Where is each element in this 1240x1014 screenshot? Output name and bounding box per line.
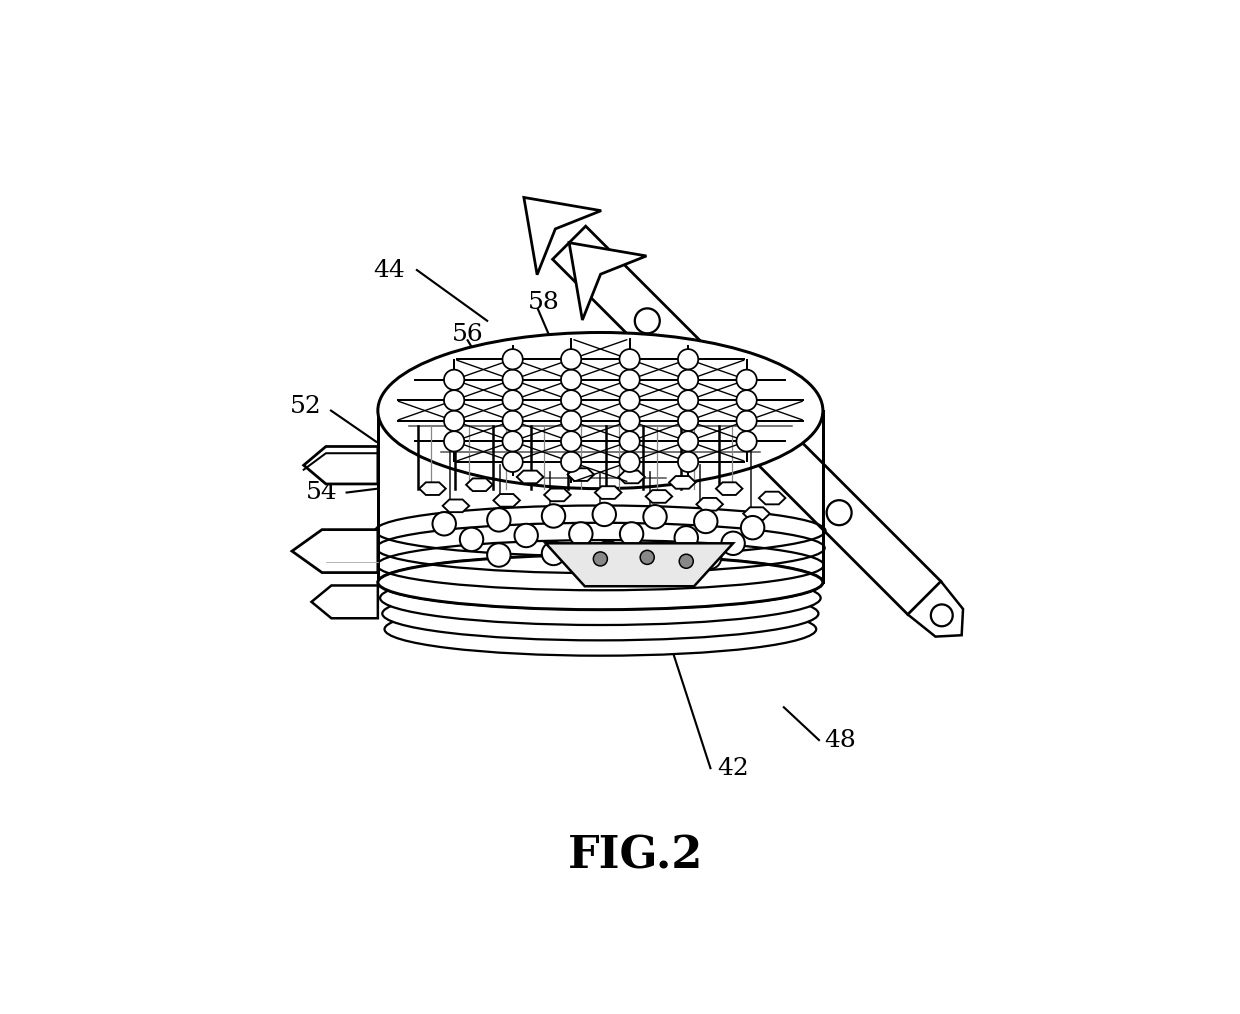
Circle shape [620, 451, 640, 473]
Circle shape [560, 431, 582, 451]
Circle shape [644, 505, 667, 528]
Text: 48: 48 [825, 728, 856, 751]
Circle shape [596, 540, 620, 565]
Circle shape [487, 544, 511, 567]
Polygon shape [908, 581, 963, 637]
Circle shape [678, 370, 698, 390]
Circle shape [635, 308, 660, 334]
Circle shape [433, 512, 456, 535]
Polygon shape [523, 198, 601, 275]
Circle shape [678, 349, 698, 369]
Text: 58: 58 [528, 291, 559, 314]
Circle shape [678, 390, 698, 411]
Circle shape [675, 526, 698, 550]
Circle shape [542, 541, 565, 565]
Polygon shape [291, 529, 378, 573]
Text: 56: 56 [453, 322, 484, 346]
Circle shape [560, 451, 582, 473]
Polygon shape [466, 479, 492, 491]
Ellipse shape [384, 602, 816, 656]
Circle shape [698, 546, 722, 569]
Circle shape [502, 370, 523, 390]
Circle shape [640, 551, 655, 565]
Text: 46: 46 [407, 424, 439, 447]
Ellipse shape [378, 555, 823, 609]
Circle shape [620, 522, 644, 546]
Circle shape [560, 411, 582, 431]
Polygon shape [569, 242, 646, 320]
Polygon shape [619, 470, 645, 484]
Circle shape [737, 370, 756, 390]
Circle shape [487, 508, 511, 531]
Circle shape [734, 408, 759, 433]
Ellipse shape [382, 587, 818, 641]
Polygon shape [546, 544, 733, 586]
Polygon shape [553, 226, 941, 614]
Circle shape [737, 411, 756, 431]
Polygon shape [568, 468, 594, 481]
Circle shape [444, 431, 464, 451]
Ellipse shape [381, 571, 821, 625]
Polygon shape [759, 492, 785, 504]
Polygon shape [646, 490, 672, 503]
Circle shape [694, 510, 718, 533]
Text: FIG.2: FIG.2 [568, 835, 703, 877]
Polygon shape [494, 494, 520, 507]
Circle shape [678, 411, 698, 431]
Circle shape [502, 411, 523, 431]
Polygon shape [517, 470, 543, 484]
Circle shape [931, 604, 952, 627]
Circle shape [620, 411, 640, 431]
Circle shape [560, 370, 582, 390]
Circle shape [620, 349, 640, 369]
Circle shape [502, 390, 523, 411]
Circle shape [742, 516, 764, 539]
Text: 42: 42 [718, 756, 749, 780]
Circle shape [560, 349, 582, 369]
Polygon shape [595, 487, 621, 499]
Polygon shape [419, 483, 445, 495]
Circle shape [620, 390, 640, 411]
Text: 54: 54 [305, 481, 337, 504]
Circle shape [722, 531, 745, 555]
Circle shape [620, 431, 640, 451]
Circle shape [647, 542, 671, 566]
Circle shape [460, 527, 484, 552]
Circle shape [560, 390, 582, 411]
Circle shape [515, 524, 538, 548]
Circle shape [569, 522, 593, 546]
Circle shape [502, 451, 523, 473]
Polygon shape [544, 489, 570, 501]
Circle shape [827, 500, 852, 525]
Circle shape [444, 390, 464, 411]
Circle shape [678, 451, 698, 473]
Polygon shape [670, 477, 696, 489]
Circle shape [737, 431, 756, 451]
Circle shape [502, 431, 523, 451]
Circle shape [620, 370, 640, 390]
Circle shape [444, 370, 464, 390]
Polygon shape [311, 585, 378, 619]
Polygon shape [743, 507, 770, 520]
Circle shape [678, 431, 698, 451]
Polygon shape [715, 483, 743, 495]
Polygon shape [304, 446, 378, 484]
Circle shape [444, 411, 464, 431]
Circle shape [593, 552, 608, 566]
Circle shape [593, 503, 616, 526]
Text: 44: 44 [373, 259, 405, 282]
Ellipse shape [378, 555, 823, 609]
Circle shape [737, 390, 756, 411]
Polygon shape [443, 500, 469, 512]
Text: 52: 52 [290, 395, 321, 418]
Circle shape [542, 504, 565, 527]
Ellipse shape [378, 333, 823, 489]
Circle shape [502, 349, 523, 369]
Circle shape [680, 555, 693, 568]
Polygon shape [697, 498, 723, 511]
